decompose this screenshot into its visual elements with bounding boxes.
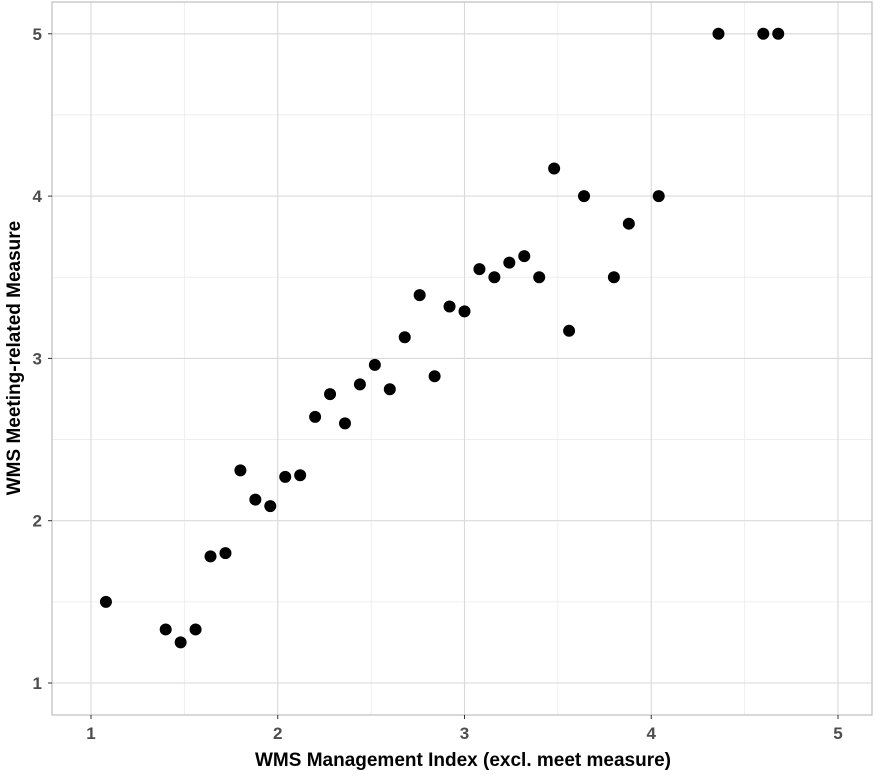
data-point [458, 305, 471, 318]
data-point [652, 190, 665, 203]
points-layer [99, 27, 785, 649]
x-tick-label: 4 [647, 724, 657, 743]
x-tick-labels: 1 2 3 4 5 [86, 715, 843, 743]
data-point [533, 271, 546, 284]
data-point [383, 383, 396, 396]
data-point [249, 493, 262, 506]
y-tick-label: 5 [33, 25, 42, 44]
data-point [622, 217, 635, 230]
y-tick-labels: 1 2 3 4 5 [33, 25, 52, 693]
data-point [503, 256, 516, 269]
data-point [189, 623, 202, 636]
data-point [234, 464, 247, 477]
data-point [563, 324, 576, 337]
data-point [772, 27, 785, 40]
x-tick-label: 2 [273, 724, 282, 743]
data-point [473, 263, 486, 276]
grid-layer [52, 2, 872, 715]
data-point [219, 547, 232, 560]
data-point [578, 190, 591, 203]
data-point [338, 417, 351, 430]
data-point [368, 358, 381, 371]
data-point [428, 370, 441, 383]
data-point [294, 469, 307, 482]
data-point [264, 500, 277, 513]
data-point [279, 470, 292, 483]
x-tick-label: 3 [460, 724, 469, 743]
data-point [99, 595, 112, 608]
x-axis-title: WMS Management Index (excl. meet measure… [255, 750, 671, 771]
data-point [309, 410, 322, 423]
data-point [353, 378, 366, 391]
data-point [488, 271, 501, 284]
data-point [174, 636, 187, 649]
x-tick-label: 5 [833, 724, 842, 743]
y-tick-label: 4 [33, 187, 43, 206]
data-point [159, 623, 172, 636]
data-point [712, 27, 725, 40]
y-axis-title: WMS Meeting-related Measure [4, 221, 25, 496]
y-tick-label: 2 [33, 512, 42, 531]
data-point [607, 271, 620, 284]
data-point [518, 250, 531, 263]
y-tick-label: 1 [33, 674, 42, 693]
data-point [548, 162, 561, 175]
data-point [204, 550, 217, 563]
y-tick-label: 3 [33, 349, 42, 368]
data-point [757, 27, 770, 40]
data-point [413, 289, 426, 302]
data-point [443, 300, 456, 313]
x-tick-label: 1 [86, 724, 95, 743]
data-point [324, 388, 337, 401]
data-point [398, 331, 411, 344]
